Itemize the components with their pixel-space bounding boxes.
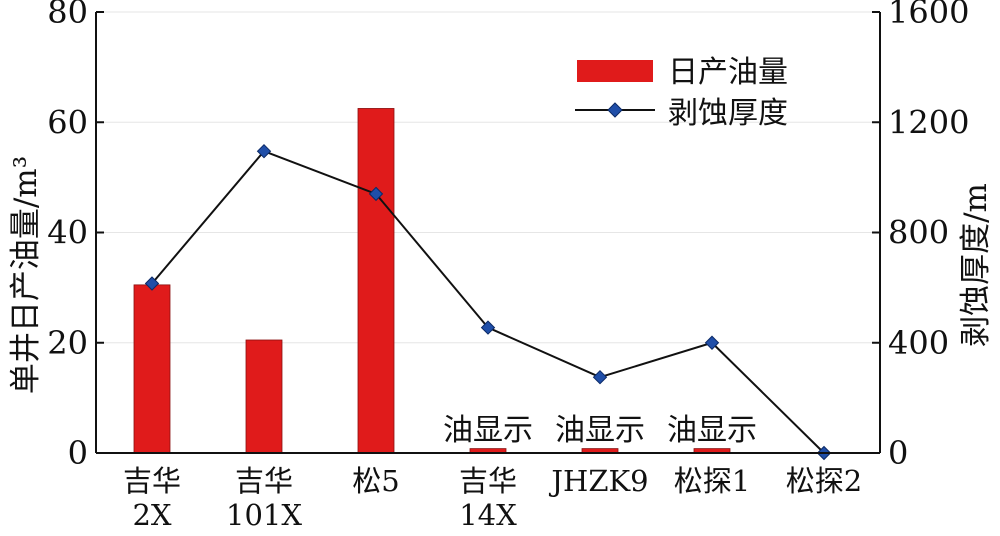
x-tick-label-6: 松探2: [786, 464, 862, 498]
line-point-2: [368, 186, 384, 202]
y-right-tick-label: 800: [888, 214, 949, 252]
annotation-oil-show-0: 油显示: [443, 413, 533, 448]
line-point-1: [256, 143, 272, 159]
y-left-tick-label: 0: [68, 434, 88, 472]
x-tick-label-0: 吉华: [123, 464, 181, 498]
legend-bar-swatch: [577, 60, 653, 82]
grid: [96, 11, 880, 344]
y-left-axis-title: 单井日产油量/m³: [8, 156, 44, 394]
y-left-tick-label: 80: [47, 0, 88, 31]
legend-label-line: 剥蚀厚度: [668, 96, 788, 131]
y-right-tick-label: 1200: [888, 103, 969, 141]
x-tick-label-2: 松5: [352, 464, 399, 498]
legend-diamond-marker: [607, 102, 623, 118]
line-point-5: [704, 335, 720, 350]
x-tick-label-3: 14X: [459, 498, 517, 532]
bar-series: [133, 108, 731, 454]
y-right-axis-title: 剥蚀厚度/m: [958, 183, 994, 347]
line-point-4: [592, 369, 608, 385]
line-point-0: [144, 276, 160, 291]
bar-0: [133, 284, 171, 454]
bar-2: [357, 108, 395, 454]
x-tick-label-0: 2X: [132, 498, 171, 532]
x-tick-label-4: JHZK9: [548, 464, 648, 498]
y-right-tick-label: 0: [888, 434, 908, 472]
x-tick-label-3: 吉华: [459, 464, 517, 498]
x-tick-label-1: 101X: [226, 498, 302, 532]
y-left-tick-label: 60: [47, 103, 88, 141]
y-left-tick-label: 20: [47, 324, 88, 362]
x-tick-label-5: 松探1: [674, 464, 750, 498]
line-point-3: [480, 320, 496, 335]
legend-label-bar: 日产油量: [668, 55, 788, 90]
y-right-tick-label: 1600: [888, 0, 969, 31]
y-right-tick-label: 400: [888, 324, 949, 362]
legend: 日产油量 剥蚀厚度: [575, 55, 788, 131]
x-tick-label-1: 吉华: [235, 464, 293, 498]
annotation-oil-show-2: 油显示: [667, 413, 757, 448]
annotation-oil-show-1: 油显示: [555, 413, 645, 448]
y-left-tick-label: 40: [47, 214, 88, 252]
bar-1: [245, 339, 283, 454]
axes: [95, 11, 881, 454]
